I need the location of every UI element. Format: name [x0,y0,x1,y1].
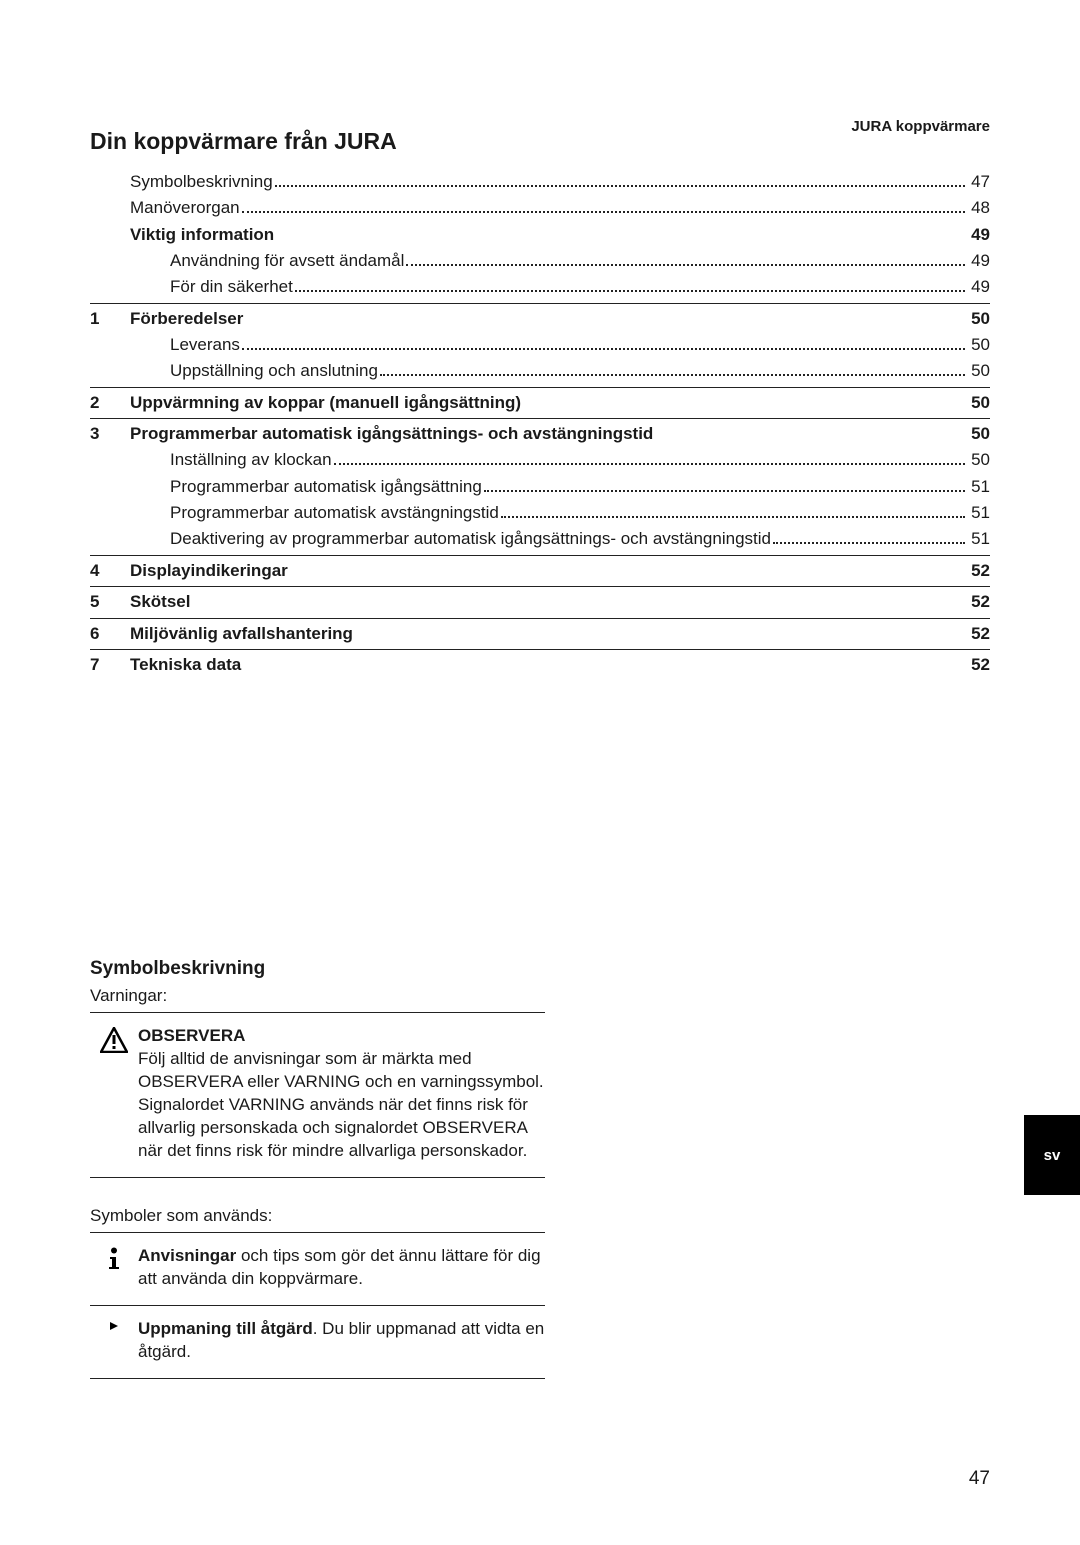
toc-page: 50 [967,390,990,416]
toc-page: 50 [967,332,990,358]
toc-page: 50 [967,447,990,473]
toc-page: 49 [967,248,990,274]
legend-row-observera: OBSERVERA Följ alltid de anvisningar som… [90,1019,545,1171]
toc-rule [90,387,990,388]
page: JURA koppvärmare Din koppvärmare från JU… [0,0,1080,1545]
toc-label: Uppställning och anslutning [130,358,378,384]
legend-rule [90,1177,545,1178]
language-tab: sv [1024,1115,1080,1195]
legend-body: Uppmaning till åtgärd. Du blir uppmanad … [138,1318,545,1364]
toc-page: 51 [967,526,990,552]
toc-rule [90,586,990,587]
legend-text: Följ alltid de anvisningar som är märkta… [138,1048,545,1163]
toc-section-heading: 5 Skötsel 52 [90,589,990,615]
toc-number: 1 [90,306,130,332]
toc-label: Inställning av klockan [130,447,332,473]
toc-label: Användning för avsett ändamål [130,248,404,274]
toc-section-heading: 6 Miljövänlig avfallshantering 52 [90,621,990,647]
toc-label: Manöverorgan [90,195,240,221]
toc-item: Uppställning och anslutning 50 [90,358,990,384]
toc-label: Symbolbeskrivning [90,169,273,195]
legend-body: OBSERVERA Följ alltid de anvisningar som… [138,1025,545,1163]
toc-label: Förberedelser [130,306,243,332]
toc-section-heading: 1 Förberedelser 50 [90,306,990,332]
toc-label: Viktig information [130,222,274,248]
toc-number: 6 [90,621,130,647]
toc-item: Användning för avsett ändamål 49 [90,248,990,274]
toc-label: Displayindikeringar [130,558,288,584]
toc-number: 2 [90,390,130,416]
section-heading-symbols: Symbolbeskrivning [90,958,990,980]
toc-rule [90,418,990,419]
table-of-contents: Symbolbeskrivning 47 Manöverorgan 48 Vik… [90,169,990,678]
info-icon [90,1245,138,1291]
toc-leader [242,211,965,213]
toc-rule [90,555,990,556]
legend-row-action: Uppmaning till åtgärd. Du blir uppmanad … [90,1312,545,1372]
toc-page: 51 [967,500,990,526]
toc-item: Leverans 50 [90,332,990,358]
toc-label: Miljövänlig avfallshantering [130,621,353,647]
warnings-label: Varningar: [90,986,990,1006]
toc-label: För din säkerhet [130,274,293,300]
toc-number: 5 [90,589,130,615]
toc-page: 47 [967,169,990,195]
toc-page: 50 [967,306,990,332]
toc-rule [90,303,990,304]
toc-number: 7 [90,652,130,678]
toc-label: Programmerbar automatisk igångsättnings-… [130,421,653,447]
toc-section-heading: Viktig information 49 [90,222,990,248]
toc-section-heading: 4 Displayindikeringar 52 [90,558,990,584]
toc-item: Programmerbar automatisk igångsättning 5… [90,474,990,500]
toc-item: Inställning av klockan 50 [90,447,990,473]
toc-item: För din säkerhet 49 [90,274,990,300]
legend-rule [90,1378,545,1379]
page-number: 47 [969,1468,990,1490]
warnings-legend: OBSERVERA Följ alltid de anvisningar som… [90,1012,545,1178]
toc-label: Deaktivering av programmerbar automatisk… [130,526,771,552]
toc-page: 52 [967,652,990,678]
toc-page: 50 [967,358,990,384]
toc-page: 48 [967,195,990,221]
legend-rule [90,1305,545,1306]
toc-label: Tekniska data [130,652,241,678]
toc-item: Symbolbeskrivning 47 [90,169,990,195]
legend-bold: Uppmaning till åtgärd [138,1319,313,1338]
toc-label: Programmerbar automatisk avstängningstid [130,500,499,526]
toc-section-heading: 7 Tekniska data 52 [90,652,990,678]
toc-page: 52 [967,558,990,584]
toc-label: Leverans [130,332,240,358]
toc-item: Deaktivering av programmerbar automatisk… [90,526,990,552]
legend-rule [90,1232,545,1233]
toc-section-heading: 3 Programmerbar automatisk igångsättning… [90,421,990,447]
toc-page: 49 [967,274,990,300]
toc-page: 51 [967,474,990,500]
legend-body: Anvisningar och tips som gör det ännu lä… [138,1245,545,1291]
toc-page: 52 [967,589,990,615]
triangle-right-icon [90,1318,138,1364]
toc-rule [90,618,990,619]
legend-bold: Anvisningar [138,1246,236,1265]
toc-label: Programmerbar automatisk igångsättning [130,474,482,500]
used-symbols-label: Symboler som används: [90,1206,990,1226]
toc-section-heading: 2 Uppvärmning av koppar (manuell igångsä… [90,390,990,416]
legend-rule [90,1012,545,1013]
symbols-legend: Anvisningar och tips som gör det ännu lä… [90,1232,545,1379]
legend-row-info: Anvisningar och tips som gör det ännu lä… [90,1239,545,1299]
toc-label: Uppvärmning av koppar (manuell igångsätt… [130,390,521,416]
toc-number: 3 [90,421,130,447]
toc-number: 4 [90,558,130,584]
toc-label: Skötsel [130,589,190,615]
warning-icon [90,1025,138,1163]
toc-page: 52 [967,621,990,647]
legend-title: OBSERVERA [138,1025,545,1048]
toc-leader [275,185,965,187]
toc-item: Programmerbar automatisk avstängningstid… [90,500,990,526]
toc-rule [90,649,990,650]
toc-item: Manöverorgan 48 [90,195,990,221]
toc-page: 49 [967,222,990,248]
toc-page: 50 [967,421,990,447]
header-product-name: JURA koppvärmare [851,118,990,135]
